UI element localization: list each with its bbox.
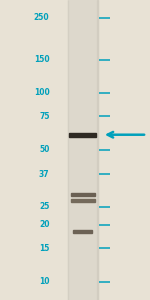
Bar [69, 133, 96, 137]
Text: 250: 250 [34, 13, 50, 22]
Text: 37: 37 [39, 170, 50, 179]
Bar [70, 193, 94, 196]
Text: 20: 20 [39, 220, 50, 229]
Text: 75: 75 [39, 112, 50, 121]
Bar [97, 0, 98, 300]
Bar [70, 199, 94, 202]
Bar [73, 230, 92, 233]
Text: 100: 100 [34, 88, 50, 97]
Text: 10: 10 [39, 277, 50, 286]
Text: 150: 150 [34, 55, 50, 64]
Bar [68, 0, 98, 300]
Text: 50: 50 [39, 145, 50, 154]
Text: 25: 25 [39, 202, 50, 211]
Text: 15: 15 [39, 244, 50, 253]
